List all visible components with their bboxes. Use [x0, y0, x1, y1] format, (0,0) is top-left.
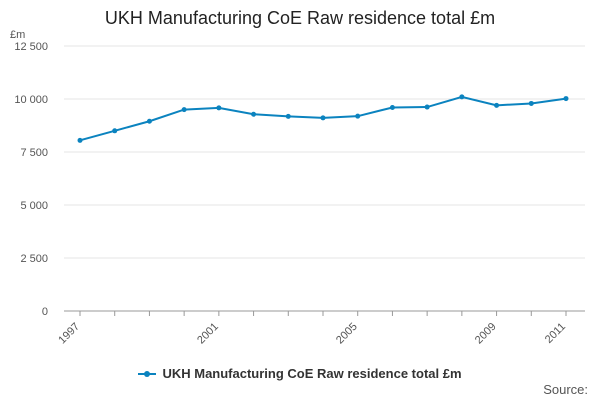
data-point [563, 96, 569, 102]
source-label: Source: [543, 382, 588, 397]
data-point [112, 128, 118, 134]
series-group [77, 94, 569, 143]
x-tick-label: 2005 [334, 321, 360, 347]
x-tick-label: 2009 [473, 321, 499, 347]
x-tick-label: 2011 [543, 321, 568, 346]
legend[interactable]: UKH Manufacturing CoE Raw residence tota… [0, 366, 600, 381]
chart-title: UKH Manufacturing CoE Raw residence tota… [104, 8, 496, 28]
x-tick-label: 1997 [56, 321, 82, 347]
legend-label: UKH Manufacturing CoE Raw residence tota… [162, 366, 462, 381]
y-tick-label: 10 000 [14, 94, 48, 106]
data-point [389, 104, 395, 110]
data-point [528, 100, 534, 106]
data-point [355, 113, 361, 119]
data-point [424, 104, 430, 110]
y-tick-label: 0 [42, 306, 48, 318]
data-point [459, 94, 465, 100]
grid-lines [64, 45, 585, 259]
y-tick-label: 2 500 [20, 253, 48, 265]
y-axis-unit: £m [10, 29, 25, 41]
y-tick-label: 7 500 [20, 147, 48, 159]
data-point [320, 115, 326, 121]
y-tick-label: 12 500 [14, 41, 48, 53]
data-point [146, 118, 152, 124]
data-point [181, 107, 187, 113]
tick-labels: £m 0 2 500 5 000 7 500 10 000 12 500 1997 2001 20… [10, 29, 568, 346]
data-point [216, 105, 222, 111]
data-point [251, 111, 257, 117]
data-point [285, 113, 291, 119]
x-tick-label: 2001 [195, 321, 221, 347]
y-tick-label: 5 000 [20, 200, 48, 212]
data-point [77, 137, 83, 143]
data-point [494, 102, 500, 108]
axes [64, 310, 585, 316]
legend-swatch-icon [138, 370, 157, 377]
